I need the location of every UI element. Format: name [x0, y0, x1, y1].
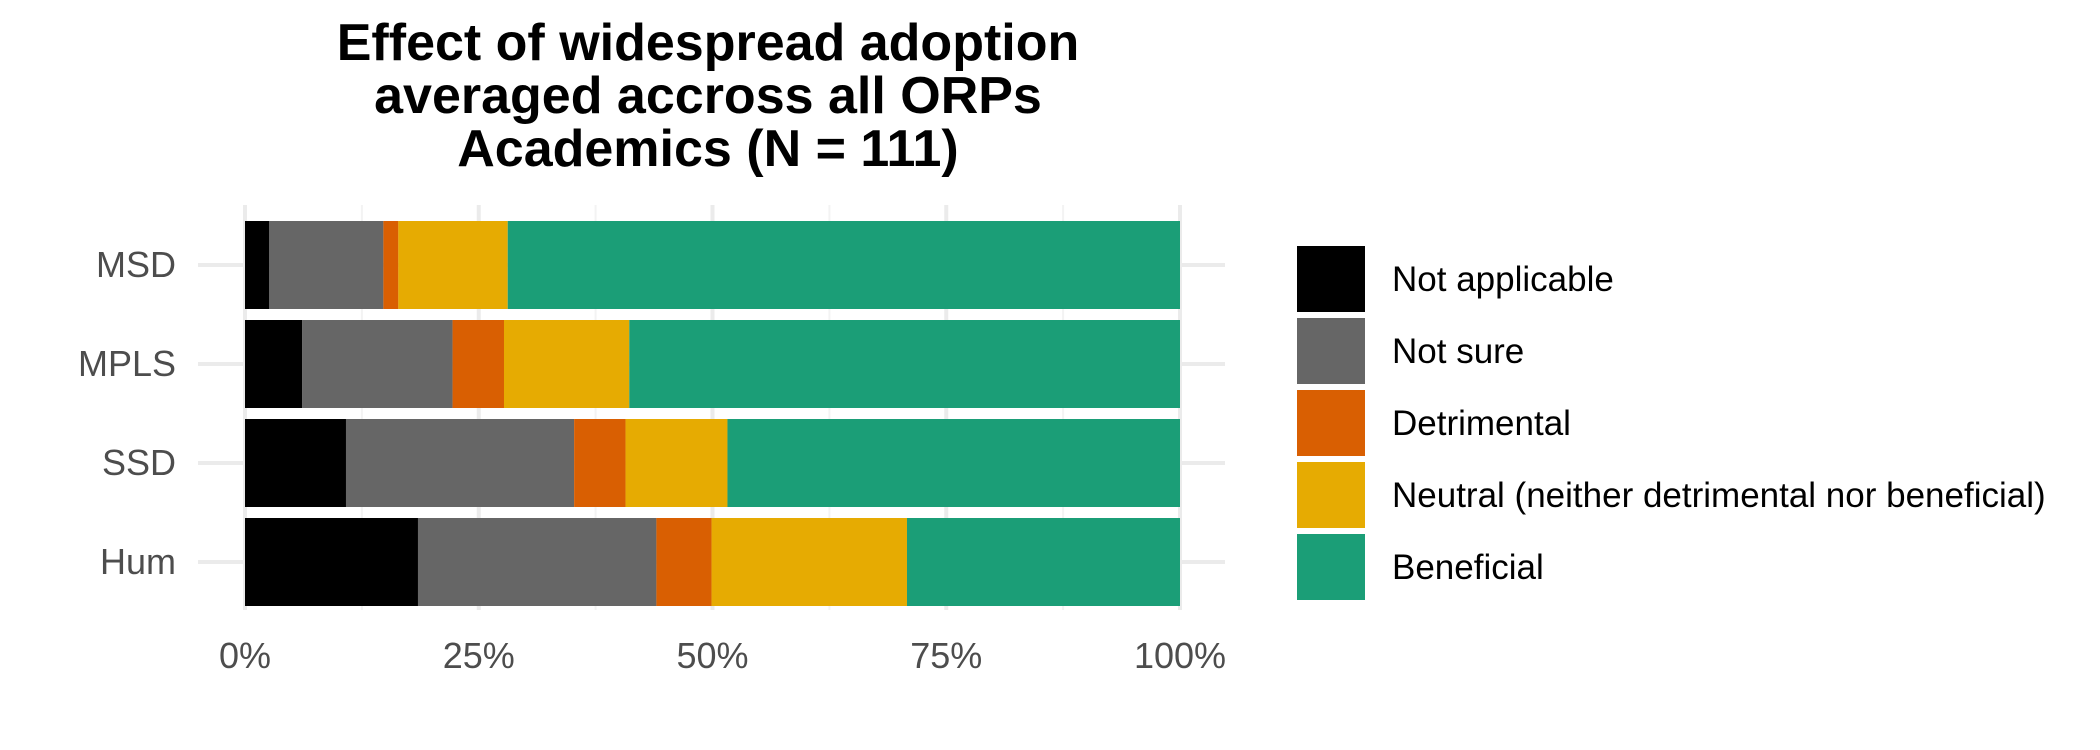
x-tick-label: 50% [676, 635, 748, 676]
category-label-hum: Hum [100, 541, 176, 582]
bar-hum-detrimental [656, 518, 712, 606]
bar-ssd-neutral-neither-detrimental-nor-beneficial [625, 419, 728, 507]
bar-mpls-not-sure [302, 320, 453, 408]
chart-title: Effect of widespread adoption averaged a… [337, 14, 1080, 178]
legend-key-not-applicable [1297, 246, 1365, 312]
category-label-mpls: MPLS [78, 343, 176, 384]
legend-key-neutral-neither-detrimental-nor-beneficial [1297, 462, 1365, 528]
legend-key-not-sure [1297, 318, 1365, 384]
bar-mpls-neutral-neither-detrimental-nor-beneficial [503, 320, 630, 408]
bar-hum-not-sure [417, 518, 657, 606]
bar-ssd-detrimental [574, 419, 626, 507]
bar-msd-not-applicable [245, 221, 270, 309]
category-axis: MSD MPLS SSD Hum [78, 244, 176, 582]
bar-ssd-beneficial [727, 419, 1180, 507]
category-label-ssd: SSD [102, 442, 176, 483]
chart-title-line-1: Effect of widespread adoption [337, 14, 1080, 72]
legend: Not applicable Not sure Detrimental Neutral… [1297, 246, 2046, 600]
bar-mpls-beneficial [629, 320, 1180, 408]
category-label-msd: MSD [96, 244, 176, 285]
chart-title-line-2: averaged accross all ORPs [374, 67, 1042, 125]
x-tick-label: 75% [910, 635, 982, 676]
bar-mpls-not-applicable [245, 320, 303, 408]
legend-key-detrimental [1297, 390, 1365, 456]
legend-label-detrimental: Detrimental [1392, 404, 1571, 443]
bar-msd-detrimental [383, 221, 399, 309]
x-tick-label: 0% [219, 635, 271, 676]
x-tick-label: 100% [1134, 635, 1226, 676]
legend-label-not-sure: Not sure [1392, 332, 1524, 371]
plot-bars [245, 221, 1180, 606]
legend-label-neutral-neither-detrimental-nor-beneficial: Neutral (neither detrimental nor benefic… [1392, 476, 2046, 515]
value-axis: 0% 25% 50% 75% 100% [219, 635, 1226, 676]
bar-msd-not-sure [269, 221, 384, 309]
chart-title-line-3: Academics (N = 111) [457, 120, 959, 178]
legend-label-not-applicable: Not applicable [1392, 260, 1614, 299]
bar-ssd-not-sure [345, 419, 575, 507]
legend-label-beneficial: Beneficial [1392, 548, 1544, 587]
bar-msd-neutral-neither-detrimental-nor-beneficial [398, 221, 508, 309]
legend-key-beneficial [1297, 534, 1365, 600]
x-tick-label: 25% [443, 635, 515, 676]
bar-mpls-detrimental [452, 320, 504, 408]
bar-msd-beneficial [507, 221, 1180, 309]
bar-hum-beneficial [906, 518, 1180, 606]
bar-hum-not-applicable [245, 518, 418, 606]
bar-ssd-not-applicable [245, 419, 346, 507]
bar-hum-neutral-neither-detrimental-nor-beneficial [711, 518, 907, 606]
